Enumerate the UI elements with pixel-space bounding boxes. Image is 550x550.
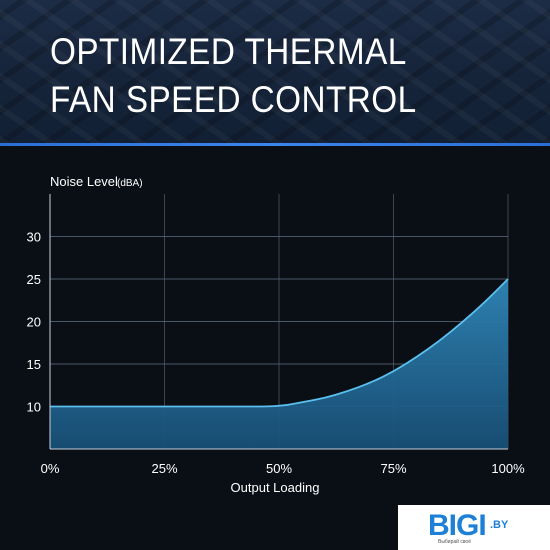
x-tick-label: 75% xyxy=(380,461,406,476)
y-tick-label: 20 xyxy=(27,315,41,330)
y-tick-label: 10 xyxy=(27,400,41,415)
y-tick-label: 25 xyxy=(27,272,41,287)
x-tick-label: 50% xyxy=(266,461,292,476)
y-tick-label: 30 xyxy=(27,230,41,245)
header-background-pattern xyxy=(0,0,550,143)
x-tick-label: 100% xyxy=(491,461,525,476)
watermark-logo: BIGI .BY Выбирай своё xyxy=(398,505,550,550)
logo-wordmark: BIGI xyxy=(428,509,487,542)
y-axis-unit: (dBA) xyxy=(117,178,143,189)
chart-panel: Noise Level (dBA) 10 15 20 25 30 0% 25% 50% 75% 1… xyxy=(0,146,550,550)
noise-level-chart: Noise Level (dBA) 10 15 20 25 30 0% 25% 50% 75% 1… xyxy=(27,174,526,495)
noise-curve-line xyxy=(49,278,509,408)
logo-domain-suffix: .BY xyxy=(490,519,509,531)
logo-caption: Выбирай своё xyxy=(438,539,471,545)
x-tick-label: 0% xyxy=(41,461,60,476)
x-tick-label: 25% xyxy=(151,461,177,476)
header-banner: OPTIMIZED THERMAL FAN SPEED CONTROL xyxy=(0,0,550,143)
x-axis-label: Output Loading xyxy=(231,480,320,495)
page-title: OPTIMIZED THERMAL FAN SPEED CONTROL xyxy=(50,31,417,120)
header-divider xyxy=(0,143,550,146)
y-axis-label: Noise Level xyxy=(50,174,118,189)
y-tick-label: 15 xyxy=(27,357,41,372)
